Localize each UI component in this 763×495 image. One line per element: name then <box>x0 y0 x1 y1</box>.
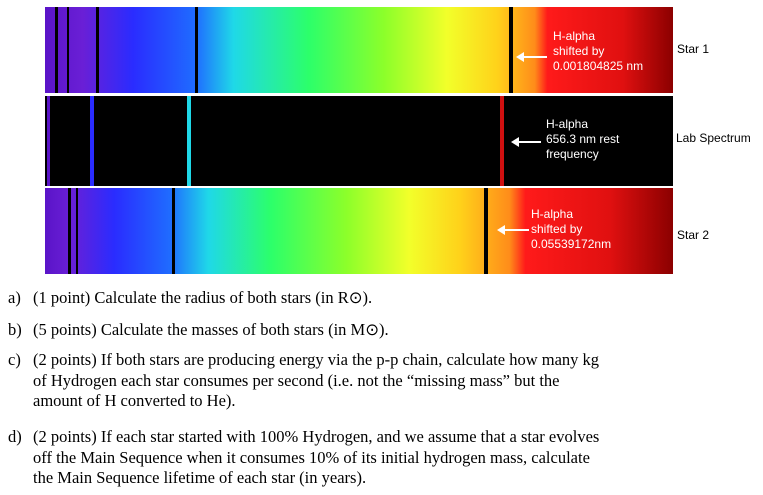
absorption-line <box>67 7 69 93</box>
arrowhead-icon <box>511 137 519 147</box>
lab-annotation: H-alpha 656.3 nm rest frequency <box>546 117 620 161</box>
star1-spectrum-image <box>45 7 673 93</box>
question-letter: c) <box>8 350 21 369</box>
star2-label: Star 2 <box>677 228 710 242</box>
absorption-line <box>172 188 175 274</box>
lab-label: Lab Spectrum <box>676 131 751 145</box>
question-text: (1 point) Calculate the radius of both s… <box>33 288 373 307</box>
star2-spectrum <box>45 188 673 274</box>
star2-spectrum-image <box>45 188 673 274</box>
h-alpha-line <box>509 7 513 93</box>
lab-spectrum <box>45 96 673 186</box>
question-text: (2 points) If each star started with 100… <box>33 427 600 487</box>
arrowhead-icon <box>497 225 505 235</box>
star2-annotation: H-alpha shifted by 0.05539172nm <box>531 207 612 251</box>
emission-line-violet <box>47 96 50 186</box>
star1-annotation: H-alpha shifted by 0.001804825 nm <box>553 29 644 73</box>
h-alpha-line <box>484 188 488 274</box>
h-alpha-emission-line <box>500 96 504 186</box>
question-text: (5 points) Calculate the masses of both … <box>33 320 389 339</box>
emission-line-blue <box>90 96 94 186</box>
question-letter: d) <box>8 427 22 446</box>
star1-spectrum <box>45 7 673 93</box>
absorption-line <box>195 7 198 93</box>
absorption-line <box>76 188 78 274</box>
absorption-line <box>68 188 71 274</box>
emission-line-cyan <box>187 96 191 186</box>
question-text: (2 points) If both stars are producing e… <box>33 350 600 410</box>
absorption-line <box>55 7 58 93</box>
lab-spectrum-image <box>45 96 673 186</box>
absorption-line <box>96 7 99 93</box>
arrowhead-icon <box>516 52 524 62</box>
question-letter: b) <box>8 320 22 339</box>
star1-label: Star 1 <box>677 42 710 56</box>
question-letter: a) <box>8 288 21 307</box>
